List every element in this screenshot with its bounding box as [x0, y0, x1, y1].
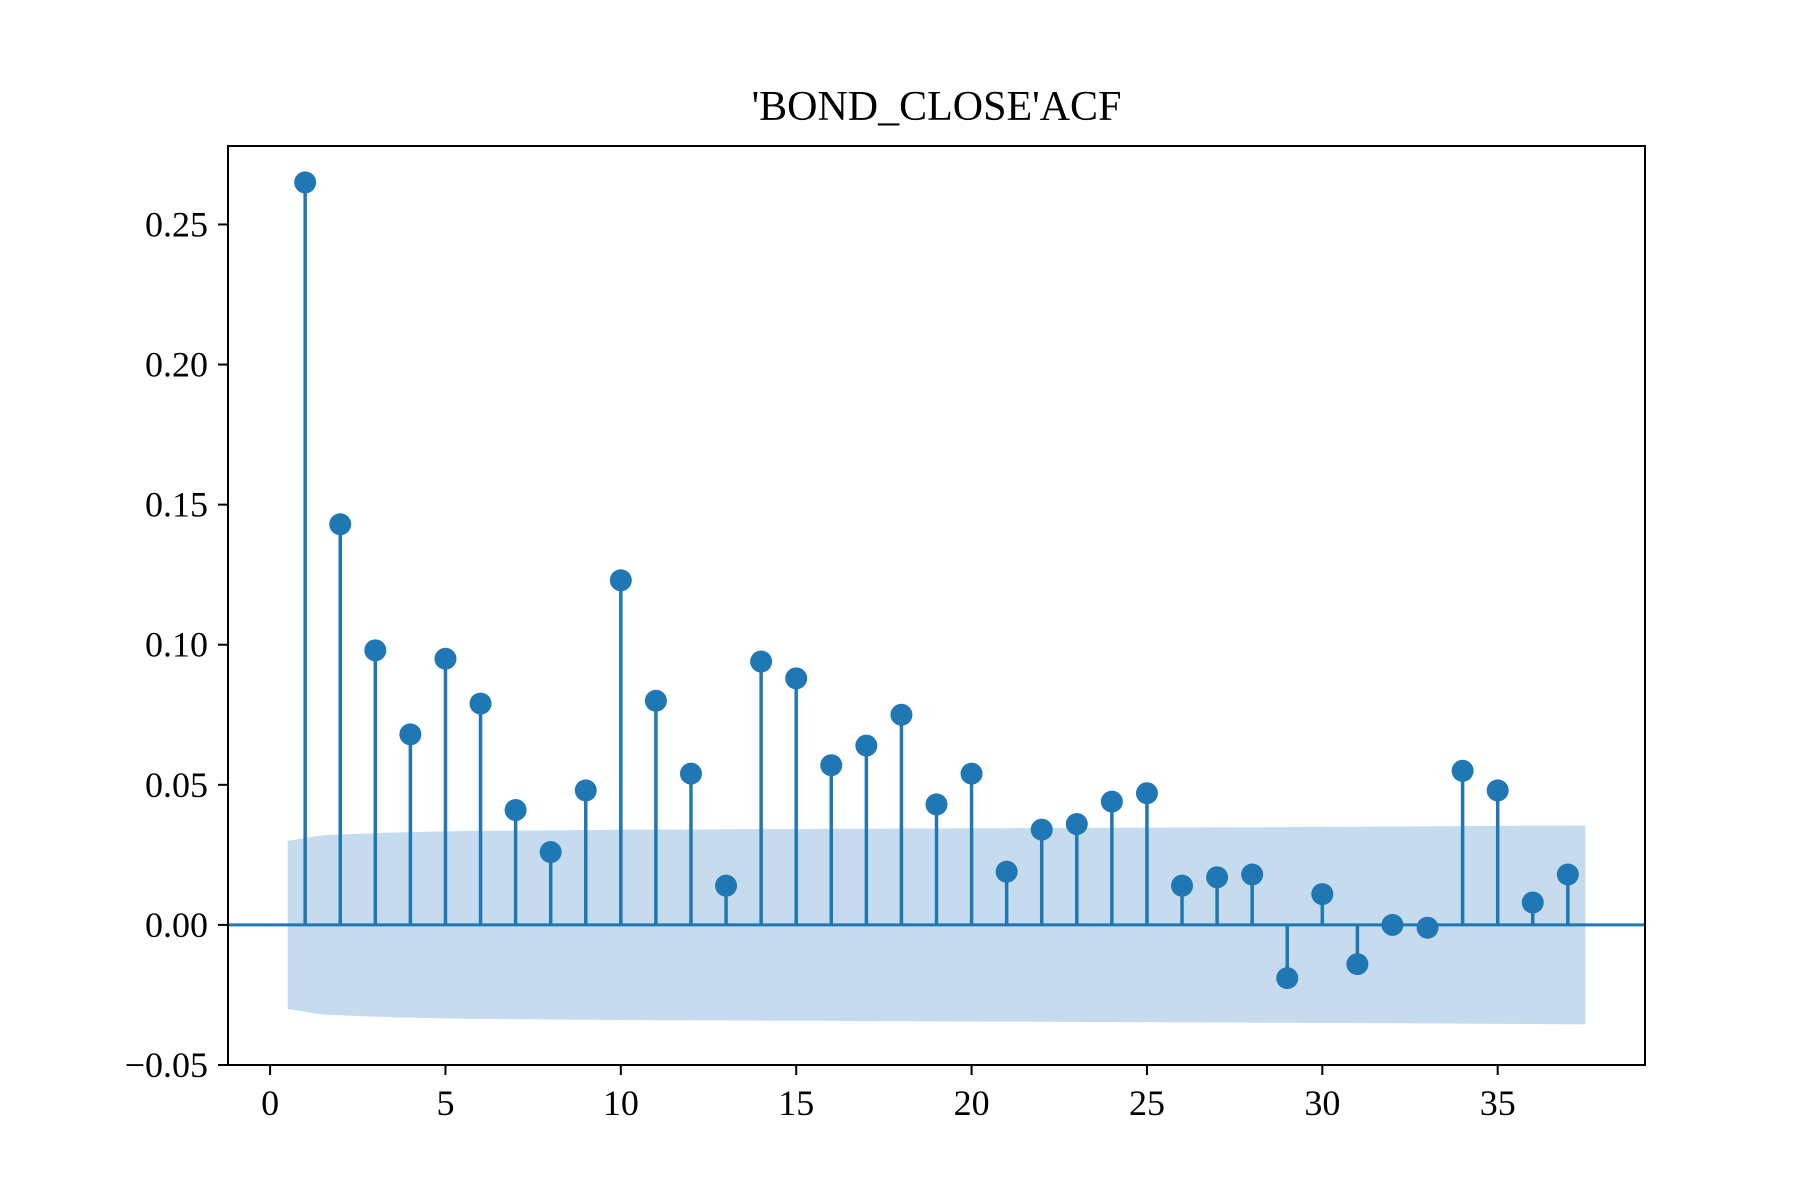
marker-lag-32 [1381, 913, 1404, 936]
y-tick-label: 0.20 [145, 345, 208, 385]
marker-lag-30 [1311, 883, 1334, 906]
marker-lag-27 [1206, 866, 1229, 889]
plot-area [228, 171, 1645, 1025]
x-tick-label: 25 [1129, 1083, 1165, 1123]
axes: 0 5 10 15 20 25 30 35 −0.05 0.00 0.05 0.10 0.15 0.20 0… [125, 145, 1646, 1123]
y-tick-label: 0.00 [145, 905, 208, 945]
marker-lag-26 [1171, 874, 1194, 897]
marker-lag-15 [785, 667, 808, 690]
marker-lag-22 [1030, 818, 1053, 841]
x-tick-label: 15 [778, 1083, 814, 1123]
marker-lag-24 [1100, 790, 1123, 813]
marker-lag-16 [820, 754, 843, 777]
marker-lag-1 [294, 171, 317, 194]
x-tick-label: 35 [1480, 1083, 1516, 1123]
marker-lag-13 [715, 874, 738, 897]
y-tick-label: 0.25 [145, 204, 208, 244]
marker-lag-9 [574, 779, 597, 802]
x-tick-label: 10 [603, 1083, 639, 1123]
marker-lag-3 [364, 639, 387, 662]
marker-lag-23 [1065, 813, 1088, 836]
x-tick-label: 30 [1304, 1083, 1340, 1123]
marker-lag-8 [539, 841, 562, 864]
x-tick-label: 20 [954, 1083, 990, 1123]
marker-lag-4 [399, 723, 422, 746]
x-tick-label: 5 [436, 1083, 454, 1123]
marker-lag-5 [434, 647, 457, 670]
marker-lag-21 [995, 860, 1018, 883]
y-tick-label: 0.05 [145, 765, 208, 805]
y-tick-label: −0.05 [125, 1045, 208, 1085]
marker-lag-29 [1276, 967, 1299, 990]
chart-title: 'BOND_CLOSE'ACF [752, 84, 1122, 130]
marker-lag-28 [1241, 863, 1264, 886]
marker-lag-34 [1451, 759, 1474, 782]
marker-lag-12 [679, 762, 702, 785]
marker-lag-20 [960, 762, 983, 785]
marker-lag-25 [1135, 782, 1158, 805]
plot-frame [227, 145, 1646, 1066]
marker-lag-31 [1346, 953, 1369, 976]
marker-lag-19 [925, 793, 948, 816]
marker-lag-36 [1521, 891, 1544, 914]
marker-lag-33 [1416, 916, 1439, 939]
x-tick-label: 0 [261, 1083, 279, 1123]
marker-lag-37 [1556, 863, 1579, 886]
marker-lag-18 [890, 703, 913, 726]
marker-lag-14 [750, 650, 773, 673]
marker-lag-11 [644, 689, 667, 712]
marker-lag-7 [504, 799, 527, 822]
marker-lag-17 [855, 734, 878, 757]
marker-lag-35 [1486, 779, 1509, 802]
y-tick-label: 0.10 [145, 625, 208, 665]
y-tick-label: 0.15 [145, 485, 208, 525]
marker-lag-6 [469, 692, 492, 715]
marker-lag-10 [609, 569, 632, 592]
marker-lag-2 [329, 513, 352, 536]
